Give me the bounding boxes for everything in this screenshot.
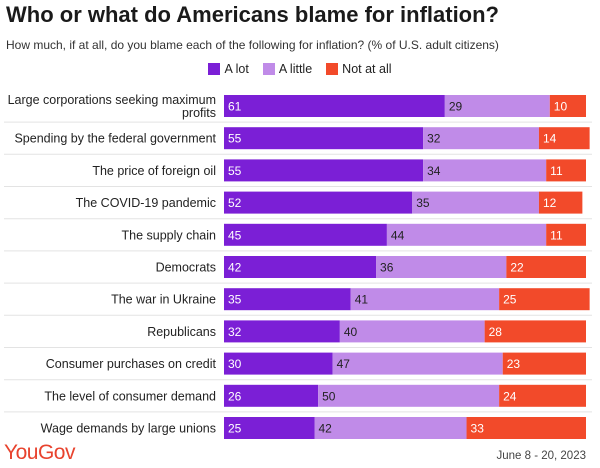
value-label-not-at-all-large-corporations-seeking-maximum-profits: 10 xyxy=(554,100,568,114)
category-label-the-price-of-foreign-oil: The price of foreign oil xyxy=(92,164,216,178)
bar-a-lot-wage-demands-by-large-unions xyxy=(224,417,315,439)
legend-item-not-at-all: Not at all xyxy=(326,62,392,76)
bar-a-lot-large-corporations-seeking-maximum-profits xyxy=(224,95,445,117)
value-label-not-at-all-republicans: 28 xyxy=(489,325,503,339)
bar-a-little-republicans xyxy=(339,320,485,343)
bar-not-at-all-the-price-of-foreign-oil xyxy=(546,159,586,182)
value-label-a-lot-republicans: 32 xyxy=(228,325,242,339)
bar-a-little-the-covid-19-pandemic xyxy=(412,191,539,214)
bar-a-lot-republicans xyxy=(224,320,340,343)
category-label-the-level-of-consumer-demand: The level of consumer demand xyxy=(44,389,216,403)
bar-a-little-spending-by-the-federal-government xyxy=(423,127,539,150)
value-label-a-lot-the-war-in-ukraine: 35 xyxy=(228,293,242,307)
value-label-a-little-republicans: 40 xyxy=(344,325,358,339)
value-label-a-lot-wage-demands-by-large-unions: 25 xyxy=(228,422,242,436)
chart-title: Who or what do Americans blame for infla… xyxy=(6,2,499,27)
legend: A lot A little Not at all xyxy=(0,62,600,76)
bar-not-at-all-republicans xyxy=(484,320,586,343)
value-label-a-lot-the-supply-chain: 45 xyxy=(228,228,242,242)
legend-label-not-at-all: Not at all xyxy=(342,62,392,76)
legend-swatch-not-at-all xyxy=(326,63,339,75)
bar-not-at-all-large-corporations-seeking-maximum-profits xyxy=(549,95,586,117)
bar-a-lot-the-price-of-foreign-oil xyxy=(224,159,424,182)
value-label-not-at-all-the-price-of-foreign-oil: 11 xyxy=(550,164,563,178)
category-label-wage-demands-by-large-unions: Wage demands by large unions xyxy=(41,422,216,436)
value-label-a-little-the-war-in-ukraine: 41 xyxy=(355,293,369,307)
value-label-not-at-all-the-level-of-consumer-demand: 24 xyxy=(503,389,517,403)
value-label-not-at-all-the-war-in-ukraine: 25 xyxy=(503,293,517,307)
value-label-a-lot-spending-by-the-federal-government: 55 xyxy=(228,132,242,146)
bar-a-lot-the-covid-19-pandemic xyxy=(224,191,413,214)
bar-a-little-the-supply-chain xyxy=(386,223,547,246)
value-label-not-at-all-consumer-purchases-on-credit: 23 xyxy=(507,357,521,371)
category-label-the-supply-chain: The supply chain xyxy=(121,228,216,242)
category-label-consumer-purchases-on-credit: Consumer purchases on credit xyxy=(46,357,217,371)
bar-not-at-all-the-covid-19-pandemic xyxy=(538,191,583,214)
value-label-not-at-all-the-covid-19-pandemic: 12 xyxy=(543,196,557,210)
bar-a-lot-democrats xyxy=(224,256,377,278)
bar-a-little-wage-demands-by-large-unions xyxy=(314,417,467,439)
value-label-a-little-the-level-of-consumer-demand: 50 xyxy=(322,389,336,403)
bar-not-at-all-consumer-purchases-on-credit xyxy=(502,352,586,375)
value-label-a-little-democrats: 36 xyxy=(380,261,394,275)
yougov-logo: YouGov xyxy=(4,441,75,464)
bar-a-lot-consumer-purchases-on-credit xyxy=(224,352,333,375)
bar-a-little-consumer-purchases-on-credit xyxy=(332,352,503,375)
bar-not-at-all-wage-demands-by-large-unions xyxy=(466,417,586,439)
category-label-the-war-in-ukraine: The war in Ukraine xyxy=(111,293,216,307)
bar-a-little-the-war-in-ukraine xyxy=(350,288,500,311)
value-label-a-little-the-covid-19-pandemic: 35 xyxy=(416,196,430,210)
chart-subtitle: How much, if at all, do you blame each o… xyxy=(6,38,499,52)
value-label-a-little-spending-by-the-federal-government: 32 xyxy=(427,132,441,146)
value-label-a-little-consumer-purchases-on-credit: 47 xyxy=(337,357,351,371)
value-label-a-lot-the-covid-19-pandemic: 52 xyxy=(228,196,242,210)
legend-label-a-lot: A lot xyxy=(224,62,249,76)
legend-item-a-little: A little xyxy=(262,62,313,76)
bar-not-at-all-democrats xyxy=(506,256,586,278)
bar-a-little-the-level-of-consumer-demand xyxy=(318,384,500,407)
category-label-spending-by-the-federal-government: Spending by the federal government xyxy=(14,132,216,146)
bar-a-little-democrats xyxy=(376,256,507,278)
value-label-not-at-all-democrats: 22 xyxy=(510,261,524,275)
bar-a-lot-the-level-of-consumer-demand xyxy=(224,384,319,407)
date-range: June 8 - 20, 2023 xyxy=(496,450,586,462)
category-label-the-covid-19-pandemic: The COVID-19 pandemic xyxy=(76,196,216,210)
value-label-a-little-the-price-of-foreign-oil: 34 xyxy=(427,164,441,178)
category-label-large-corporations-seeking-maximum-profits: Large corporations seeking maximum profit… xyxy=(8,93,216,120)
bar-a-lot-spending-by-the-federal-government xyxy=(224,127,424,150)
bar-not-at-all-spending-by-the-federal-government xyxy=(538,127,590,150)
value-label-a-little-large-corporations-seeking-maximum-profits: 29 xyxy=(449,100,463,114)
value-label-not-at-all-the-supply-chain: 11 xyxy=(550,228,563,242)
legend-label-a-little: A little xyxy=(278,62,313,76)
value-label-not-at-all-spending-by-the-federal-government: 14 xyxy=(543,132,557,146)
value-label-not-at-all-wage-demands-by-large-unions: 33 xyxy=(471,422,485,436)
value-label-a-lot-consumer-purchases-on-credit: 30 xyxy=(228,357,242,371)
value-label-a-lot-the-level-of-consumer-demand: 26 xyxy=(228,389,242,403)
legend-item-a-lot: A lot xyxy=(208,62,249,76)
bar-a-lot-the-war-in-ukraine xyxy=(224,288,351,311)
bar-not-at-all-the-level-of-consumer-demand xyxy=(499,384,586,407)
bar-a-lot-the-supply-chain xyxy=(224,223,387,246)
value-label-a-little-wage-demands-by-large-unions: 42 xyxy=(319,422,333,436)
legend-swatch-a-little xyxy=(262,63,275,75)
value-label-a-lot-large-corporations-seeking-maximum-profits: 61 xyxy=(228,100,242,114)
bar-not-at-all-the-war-in-ukraine xyxy=(499,288,590,311)
legend-swatch-a-lot xyxy=(208,63,221,75)
bar-a-little-large-corporations-seeking-maximum-profits xyxy=(444,95,550,117)
category-label-democrats: Democrats xyxy=(156,261,216,275)
bar-not-at-all-the-supply-chain xyxy=(546,223,586,246)
value-label-a-lot-democrats: 42 xyxy=(228,261,242,275)
value-label-a-little-the-supply-chain: 44 xyxy=(391,228,405,242)
bar-a-little-the-price-of-foreign-oil xyxy=(423,159,547,182)
value-label-a-lot-the-price-of-foreign-oil: 55 xyxy=(228,164,242,178)
category-label-republicans: Republicans xyxy=(147,325,216,339)
